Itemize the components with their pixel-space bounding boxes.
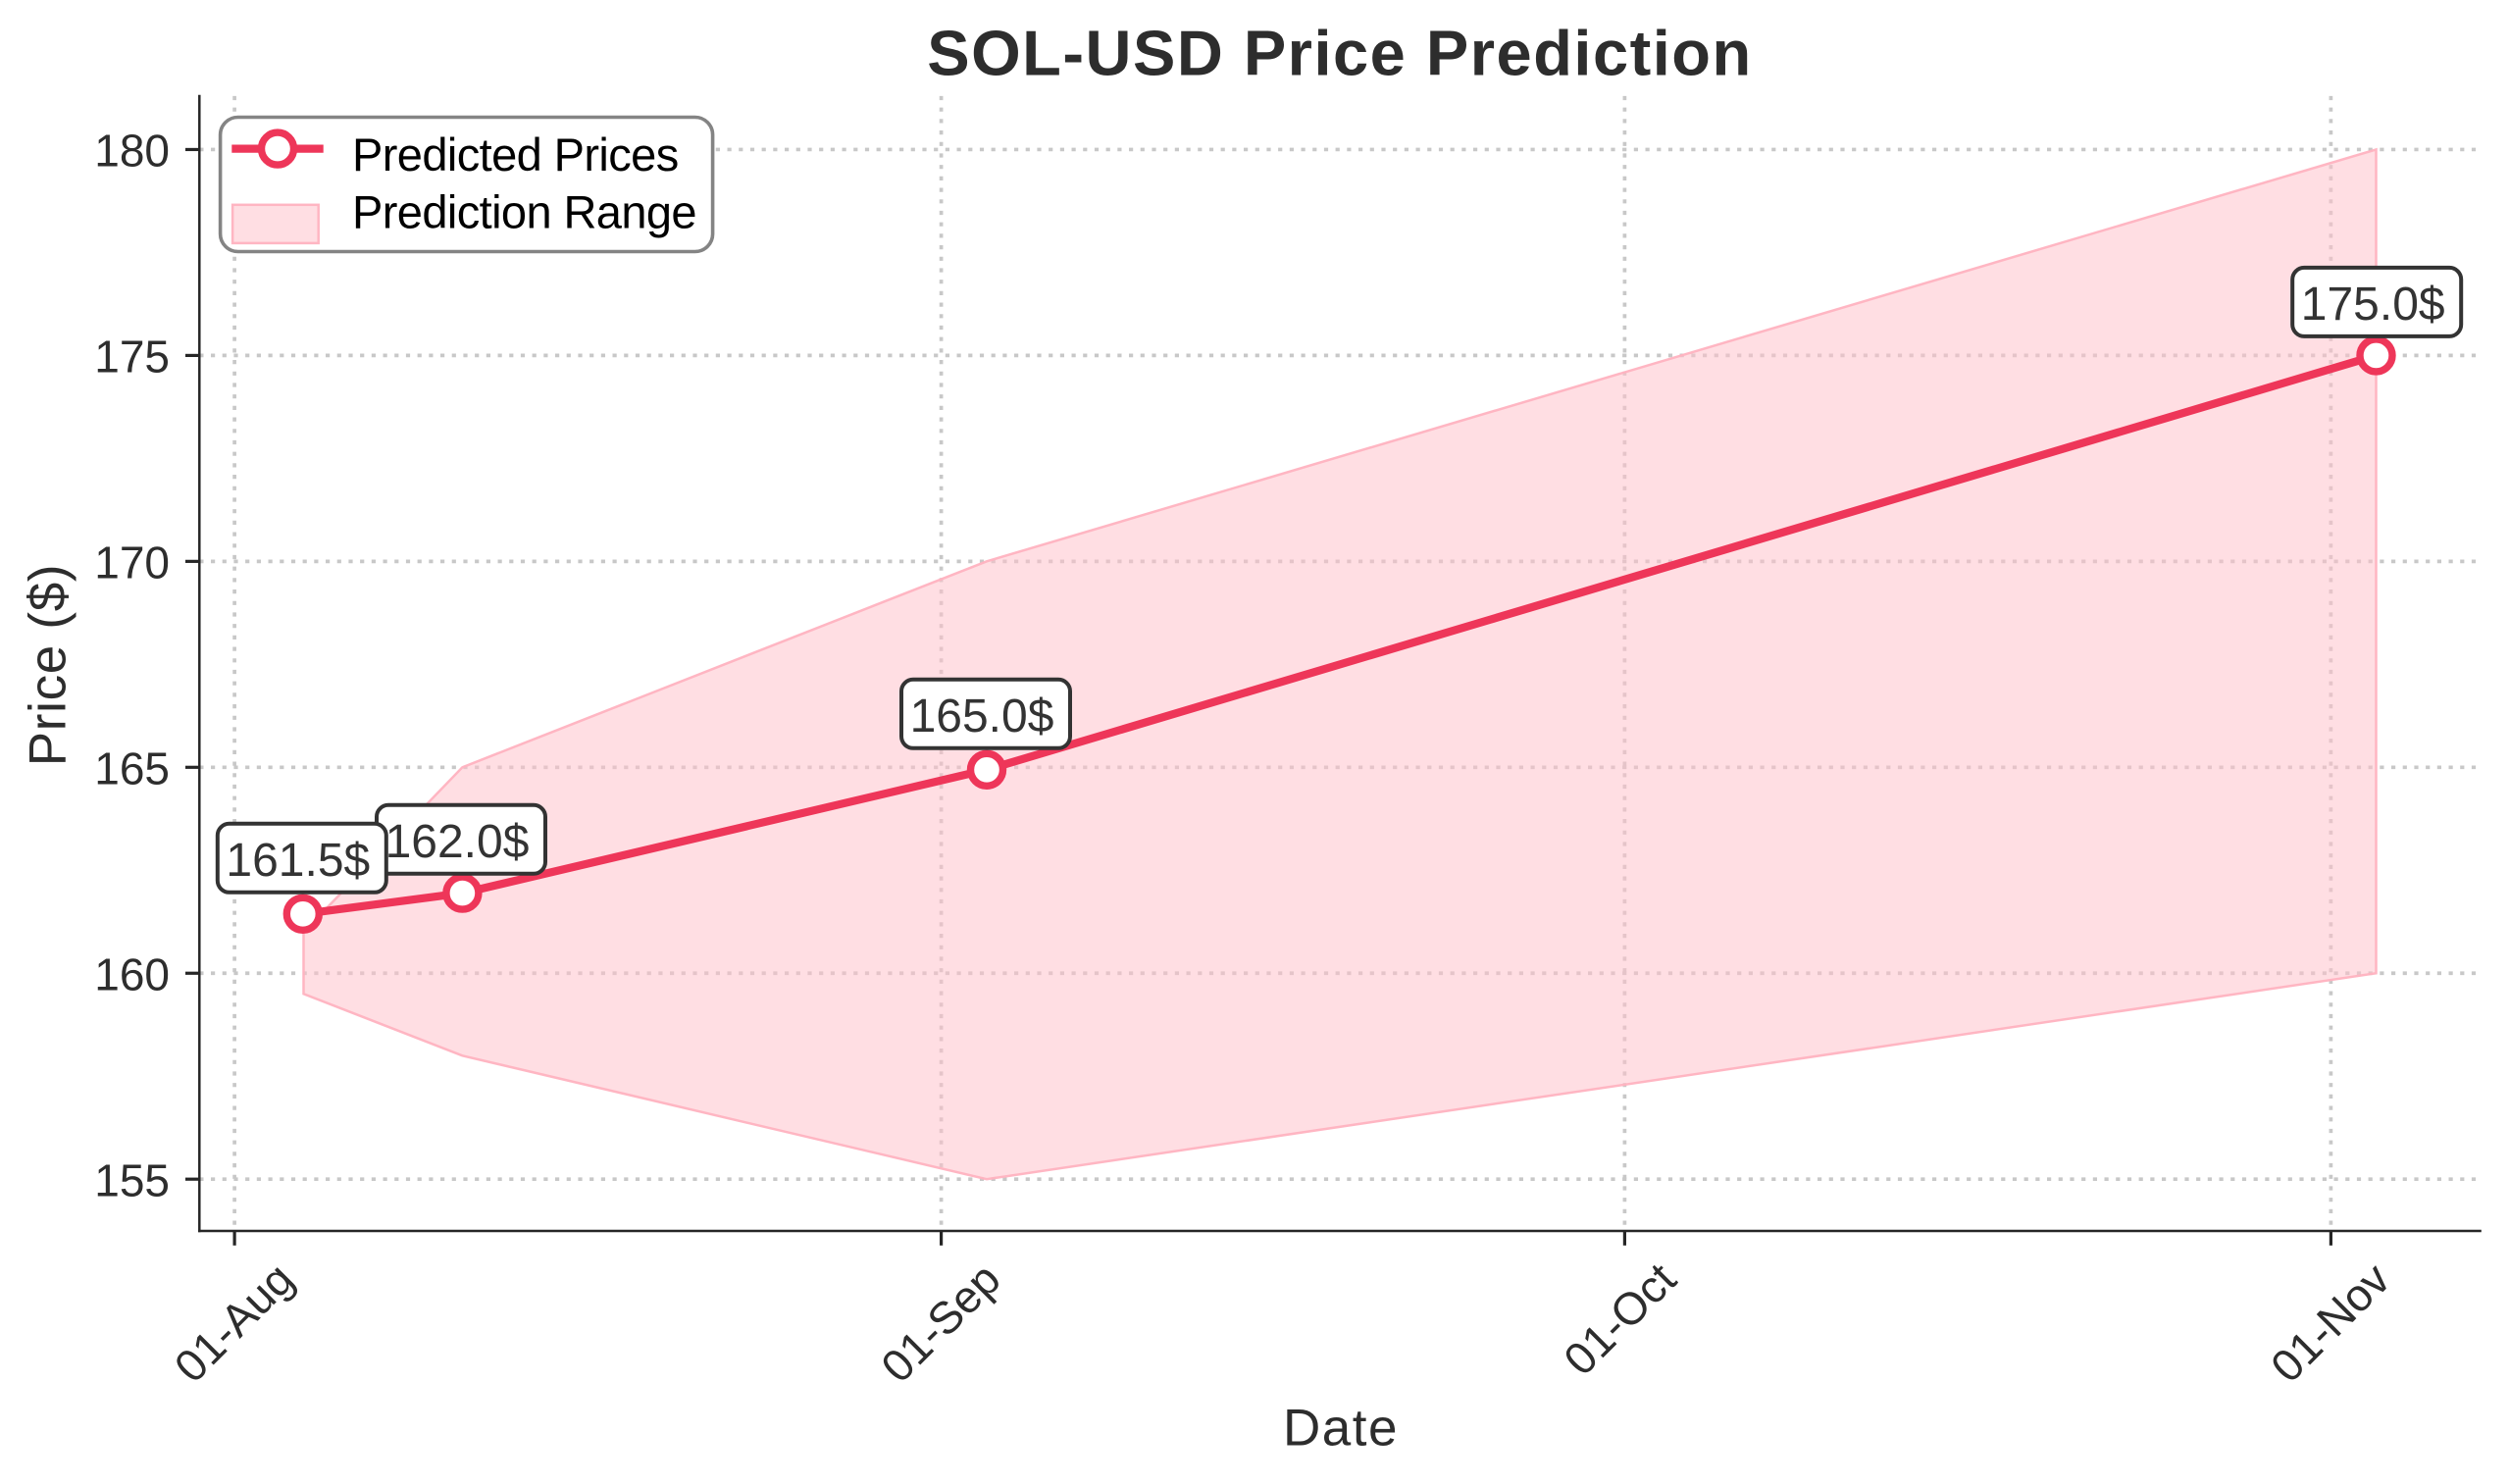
svg-text:SOL-USD Price Prediction: SOL-USD Price Prediction xyxy=(927,17,1752,88)
svg-text:165: 165 xyxy=(94,743,170,794)
svg-text:175.0$: 175.0$ xyxy=(2301,279,2445,331)
svg-text:161.5$: 161.5$ xyxy=(226,835,370,887)
svg-text:155: 155 xyxy=(94,1154,170,1205)
svg-text:170: 170 xyxy=(94,537,170,588)
svg-text:Date: Date xyxy=(1283,1399,1399,1457)
svg-text:160: 160 xyxy=(94,948,170,999)
svg-text:180: 180 xyxy=(94,126,170,177)
svg-text:Prediction Range: Prediction Range xyxy=(352,186,696,238)
svg-text:Price ($): Price ($) xyxy=(20,564,77,767)
svg-text:175: 175 xyxy=(94,332,170,383)
svg-text:Predicted Prices: Predicted Prices xyxy=(352,128,679,180)
svg-text:162.0$: 162.0$ xyxy=(385,816,530,868)
svg-text:165.0$: 165.0$ xyxy=(910,691,1054,742)
